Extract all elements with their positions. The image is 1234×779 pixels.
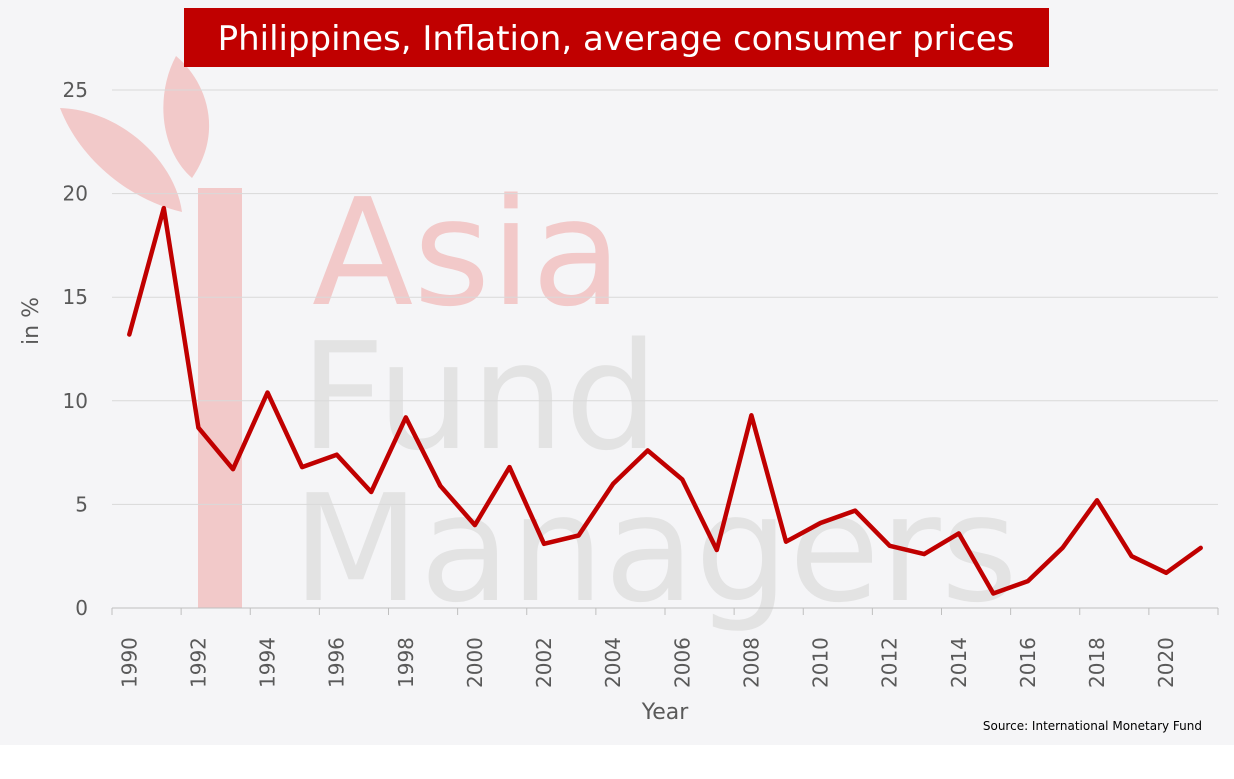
x-tick-label-1994: 1994 (256, 637, 280, 688)
bamboo-stem (198, 188, 242, 608)
bamboo-leaf-icon (60, 56, 242, 608)
x-tick-label-2020: 2020 (1154, 637, 1178, 688)
x-axis-title: Year (641, 700, 690, 725)
series-line-0 (127, 205, 1203, 596)
x-axis (111, 607, 1219, 615)
y-tick-label-5: 5 (75, 492, 88, 516)
x-tick-label-2014: 2014 (947, 637, 971, 688)
y-tick-label-20: 20 (63, 182, 88, 206)
x-tick-label-2012: 2012 (878, 637, 902, 688)
x-tick-label-2006: 2006 (670, 637, 694, 688)
x-tick-label-1998: 1998 (394, 637, 418, 688)
series-group (127, 205, 1203, 596)
y-axis-title: in % (19, 297, 44, 345)
gridlines (112, 89, 1218, 505)
y-axis-tick-labels: 0 5 10 15 20 25 (63, 78, 88, 620)
bamboo-leaf-right (163, 56, 210, 178)
bamboo-leaf-left (60, 108, 182, 212)
watermark-text-fund: Fund (300, 311, 659, 483)
title-banner (184, 8, 1049, 67)
watermark-text-asia: Asia (312, 167, 622, 339)
x-tick-label-2016: 2016 (1016, 637, 1040, 688)
x-tick-label-2008: 2008 (739, 637, 763, 688)
x-tick-label-2010: 2010 (809, 637, 833, 688)
y-tick-label-10: 10 (63, 389, 88, 413)
y-tick-label-25: 25 (63, 78, 88, 102)
x-tick-label-1990: 1990 (117, 637, 141, 688)
x-tick-label-2002: 2002 (532, 637, 556, 688)
x-tick-label-2000: 2000 (463, 637, 487, 688)
x-tick-label-1996: 1996 (325, 637, 349, 688)
x-tick-label-1992: 1992 (186, 637, 210, 688)
y-tick-label-0: 0 (75, 596, 88, 620)
x-tick-label-2018: 2018 (1085, 637, 1109, 688)
y-tick-label-15: 15 (63, 285, 88, 309)
x-axis-tick-labels: 1990 1992 1994 1996 1998 2000 2002 2004 2006 2008… (117, 637, 1178, 688)
x-tick-label-2004: 2004 (601, 637, 625, 688)
chart-title: Philippines, Inflation, average consumer… (218, 19, 1015, 59)
source-note: Source: International Monetary Fund (983, 719, 1202, 733)
